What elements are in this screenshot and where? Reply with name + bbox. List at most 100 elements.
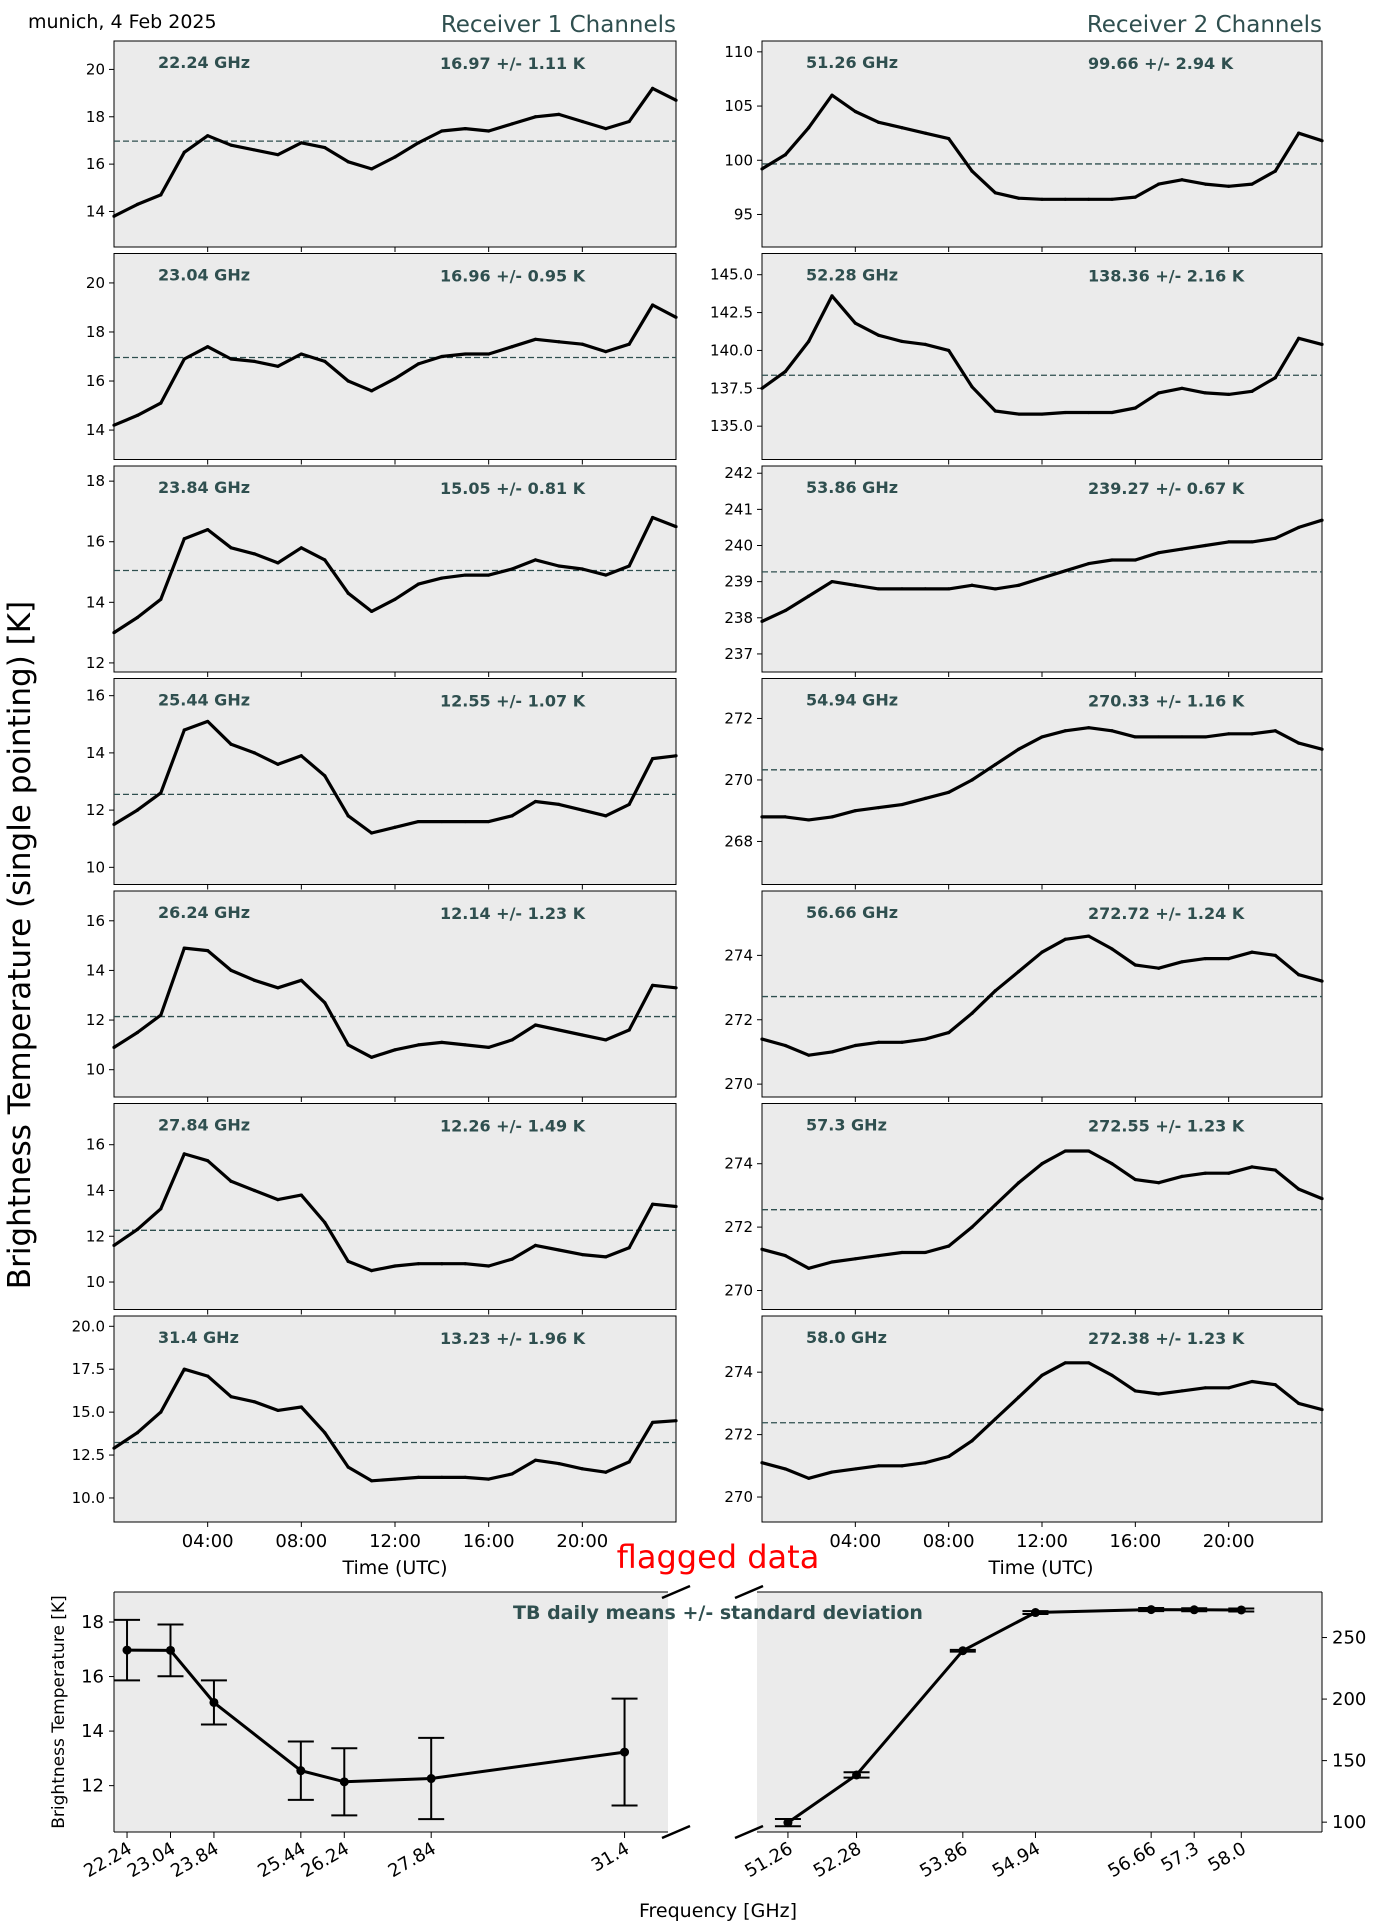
- data-point: [760, 1247, 764, 1251]
- summary-y2-tick-label: 100: [1332, 1812, 1366, 1833]
- data-point: [807, 1476, 811, 1480]
- data-point: [993, 762, 997, 767]
- data-point: [783, 1254, 787, 1258]
- data-point: [993, 587, 997, 591]
- data-point: [627, 1028, 631, 1032]
- data-point: [947, 1244, 951, 1248]
- summary-x-tick-label: 26.24: [298, 1838, 353, 1882]
- y-tick-label: 14: [86, 1181, 105, 1199]
- flagged-data-label: flagged data: [617, 1538, 820, 1576]
- data-point: [1203, 735, 1207, 739]
- data-point: [1297, 1187, 1301, 1191]
- data-point: [783, 1043, 787, 1048]
- data-point: [760, 167, 764, 171]
- data-point: [1157, 182, 1161, 186]
- channel-frequency-label: 22.24 GHz: [158, 53, 250, 72]
- y-tick-label: 16: [86, 912, 105, 930]
- mean-point: [209, 1697, 219, 1707]
- data-point: [1203, 956, 1207, 961]
- data-point: [393, 597, 397, 601]
- timeseries-panel: 12 14 16 18 23.84 GHz 15.05 +/- 0.81 K: [86, 465, 678, 677]
- data-point: [276, 1408, 280, 1413]
- data-point: [627, 119, 631, 124]
- data-point: [533, 558, 538, 562]
- data-point: [1063, 1149, 1067, 1153]
- data-point: [580, 808, 584, 812]
- y-tick-label: 239: [724, 573, 753, 591]
- y-tick-label: 18: [86, 323, 105, 341]
- data-point: [760, 619, 764, 624]
- data-point: [1110, 1373, 1114, 1377]
- summary-x-tick-label: 51.26: [741, 1838, 796, 1882]
- data-point: [1087, 561, 1091, 566]
- data-point: [369, 389, 374, 393]
- data-point: [627, 1460, 631, 1464]
- panel-frame: [113, 1103, 677, 1310]
- channel-mean-std-label: 138.36 +/- 2.16 K: [1088, 267, 1245, 286]
- data-point: [206, 1159, 210, 1163]
- data-point: [1040, 412, 1044, 416]
- time-tick-label: 04:00: [829, 1531, 881, 1552]
- summary-y-axis-label: Brightness Temperature [K]: [49, 1595, 69, 1828]
- data-point: [112, 423, 116, 427]
- data-point: [276, 153, 280, 157]
- time-tick-label: 20:00: [1203, 1531, 1255, 1552]
- summary-x-axis-label: Frequency [GHz]: [639, 1900, 797, 1922]
- data-point: [830, 294, 834, 298]
- data-point: [229, 143, 233, 147]
- mean-point: [122, 1645, 132, 1655]
- data-point: [807, 1266, 811, 1270]
- data-point: [923, 1037, 927, 1041]
- data-point: [1250, 950, 1254, 954]
- data-point: [1227, 1386, 1231, 1390]
- data-point: [900, 587, 904, 591]
- mean-point: [339, 1777, 349, 1787]
- time-tick-label: 20:00: [556, 1531, 608, 1552]
- data-point: [1087, 934, 1091, 938]
- data-point: [604, 349, 608, 354]
- data-point: [604, 814, 608, 818]
- data-point: [1087, 1149, 1091, 1153]
- data-point: [627, 802, 631, 806]
- data-point: [604, 1038, 608, 1042]
- y-tick-label: 274: [724, 1155, 753, 1173]
- data-point: [783, 153, 787, 157]
- data-point: [533, 1023, 538, 1027]
- data-point: [440, 1262, 444, 1266]
- data-point: [229, 1179, 233, 1183]
- mean-point: [1189, 1605, 1199, 1615]
- time-tick-label: 08:00: [923, 1531, 975, 1552]
- timeseries-panel: 10.0 12.5 15.0 17.5 20.0 31.4 GHz 13.23 +/- 1.…: [72, 1315, 678, 1527]
- data-point: [135, 615, 140, 620]
- time-tick-label: 16:00: [1109, 1531, 1161, 1552]
- data-point: [159, 401, 163, 405]
- y-tick-label: 137.5: [710, 379, 753, 397]
- summary-y2-tick-label: 150: [1332, 1751, 1366, 1772]
- data-point: [487, 129, 491, 133]
- data-point: [463, 1262, 467, 1266]
- data-point: [112, 1045, 116, 1049]
- data-point: [299, 546, 303, 550]
- data-point: [135, 1431, 140, 1435]
- data-point: [276, 762, 280, 766]
- data-point: [1297, 336, 1301, 340]
- data-point: [1203, 182, 1207, 186]
- data-point: [923, 587, 927, 591]
- mean-point: [296, 1766, 306, 1776]
- data-point: [970, 1439, 974, 1443]
- data-point: [923, 342, 927, 346]
- data-point: [1250, 1379, 1254, 1384]
- y-tick-label: 10: [86, 1273, 105, 1291]
- data-point: [1250, 732, 1254, 736]
- data-point: [650, 1202, 655, 1206]
- data-point: [674, 1204, 678, 1209]
- data-point: [877, 587, 881, 591]
- data-point: [1063, 410, 1067, 415]
- receiver1-time-axis-label: Time (UTC): [341, 1557, 447, 1579]
- data-point: [1157, 966, 1161, 970]
- data-point: [1017, 583, 1021, 587]
- timeseries-panel: 270 272 274 57.3 GHz 272.55 +/- 1.23 K: [724, 1103, 1324, 1315]
- data-point: [276, 1198, 280, 1202]
- data-point: [627, 1246, 631, 1250]
- timeseries-panel: 14 16 18 20 23.04 GHz 16.96 +/- 0.95 K: [86, 253, 678, 465]
